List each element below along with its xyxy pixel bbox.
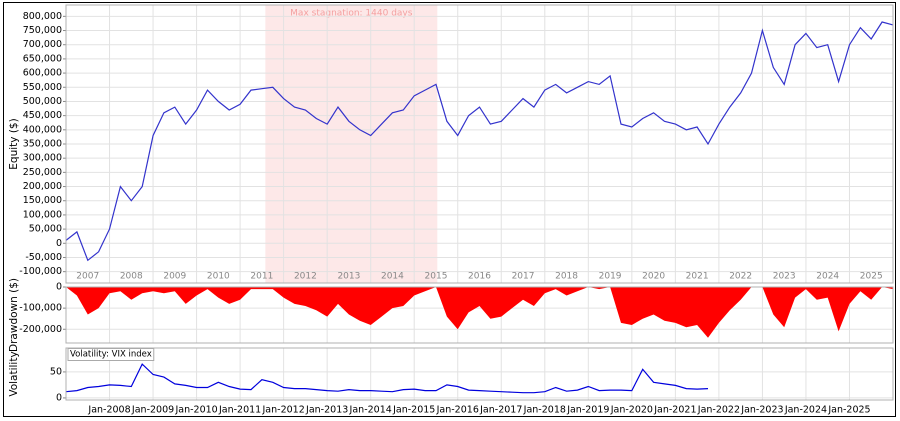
x-tick-label: 2008 <box>120 272 143 282</box>
drawdown-area <box>66 287 893 338</box>
y-tick-label: 400,000 <box>23 124 62 135</box>
x-tick-label: Jan-2022 <box>697 405 740 416</box>
x-tick-label: 2012 <box>294 272 317 282</box>
x-tick-label: Jan-2024 <box>784 405 827 416</box>
x-tick-label: 2021 <box>686 272 709 282</box>
y-tick-label: 150,000 <box>23 195 62 206</box>
x-tick-label: 2015 <box>425 272 448 282</box>
y-tick-label: 700,000 <box>23 39 62 50</box>
y-tick-label: 300,000 <box>23 153 62 164</box>
y-axis-label: Drawdown ($) <box>8 278 20 352</box>
y-tick-label: -100,000 <box>19 303 62 314</box>
y-tick-label: 0 <box>56 392 62 403</box>
x-tick-label: Jan-2021 <box>653 405 696 416</box>
y-tick-label: 0 <box>56 282 62 293</box>
x-tick-label: 2013 <box>337 272 360 282</box>
x-tick-label: Jan-2013 <box>305 405 348 416</box>
plot-frame <box>65 286 894 344</box>
y-tick-label: 50,000 <box>29 224 62 235</box>
y-tick-label: 600,000 <box>23 68 62 79</box>
x-tick-label: Jan-2016 <box>436 405 479 416</box>
y-tick-label: 0 <box>56 238 62 249</box>
x-tick-label: Jan-2017 <box>479 405 522 416</box>
plot-frame <box>65 347 894 401</box>
series-line <box>65 363 709 394</box>
y-tick-label: -50,000 <box>25 252 62 263</box>
y-tick-label: 650,000 <box>23 53 62 64</box>
x-tick-label: 2019 <box>599 272 622 282</box>
y-tick-label: 250,000 <box>23 167 62 178</box>
y-axis-label: Volatility <box>8 351 20 396</box>
y-tick-label: 100,000 <box>23 209 62 220</box>
annotation-box <box>67 348 155 361</box>
x-tick-label: Jan-2012 <box>262 405 305 416</box>
x-tick-label: 2020 <box>642 272 665 282</box>
plot-area <box>66 348 893 400</box>
plot-frame <box>65 4 894 284</box>
series-line <box>65 21 894 262</box>
x-tick-label: 2023 <box>773 272 796 282</box>
y-tick-label: 800,000 <box>23 11 62 22</box>
y-tick-label: 500,000 <box>23 96 62 107</box>
x-tick-label: 2022 <box>729 272 752 282</box>
x-tick-label: Jan-2011 <box>218 405 261 416</box>
x-tick-label: Jan-2008 <box>87 405 130 416</box>
y-tick-label: 200,000 <box>23 181 62 192</box>
x-tick-label: 2025 <box>860 272 883 282</box>
x-tick-label: Jan-2010 <box>174 405 217 416</box>
y-tick-label: 50 <box>50 366 62 377</box>
x-tick-label: Jan-2025 <box>827 405 870 416</box>
x-tick-label: Jan-2014 <box>349 405 392 416</box>
y-tick-label: 350,000 <box>23 139 62 150</box>
y-tick-label: 550,000 <box>23 82 62 93</box>
x-tick-label: 2018 <box>555 272 578 282</box>
x-tick-label: Jan-2019 <box>566 405 609 416</box>
x-tick-label: 2017 <box>512 272 535 282</box>
y-tick-label: -100,000 <box>19 266 62 277</box>
x-tick-label: Jan-2020 <box>610 405 653 416</box>
y-tick-label: -200,000 <box>19 324 62 335</box>
x-tick-label: 2009 <box>163 272 186 282</box>
x-tick-label: 2024 <box>816 272 839 282</box>
x-tick-label: 2014 <box>381 272 404 282</box>
x-tick-label: Jan-2015 <box>392 405 435 416</box>
x-tick-label: 2010 <box>207 272 230 282</box>
x-tick-label: 2016 <box>468 272 491 282</box>
stagnation-label: Max stagnation: 1440 days <box>290 9 413 19</box>
x-tick-label: Jan-2018 <box>523 405 566 416</box>
x-tick-label: 2007 <box>76 272 99 282</box>
y-tick-label: 750,000 <box>23 25 62 36</box>
x-tick-label: 2011 <box>250 272 273 282</box>
y-axis-label: Equity ($) <box>8 118 20 169</box>
x-tick-label: Jan-2023 <box>740 405 783 416</box>
x-tick-label: Jan-2009 <box>131 405 174 416</box>
annotation: Volatility: VIX index <box>70 350 152 360</box>
y-tick-label: 450,000 <box>23 110 62 121</box>
